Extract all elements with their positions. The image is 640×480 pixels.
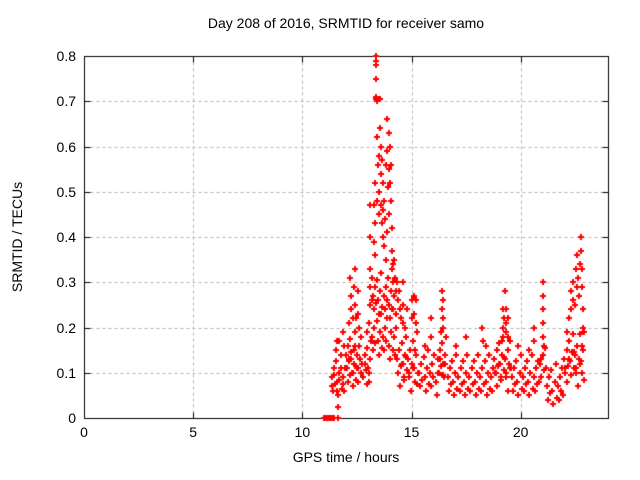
- x-tick-label: 20: [512, 424, 529, 440]
- x-tick-label: 0: [80, 424, 88, 440]
- y-tick-label: 0.1: [56, 364, 76, 381]
- chart-title: Day 208 of 2016, SRMTID for receiver sam…: [207, 15, 485, 31]
- x-axis-label: GPS time / hours: [292, 449, 400, 465]
- y-tick-label: 0.3: [56, 274, 76, 291]
- y-tick-label: 0.2: [56, 319, 76, 336]
- x-tick-label: 5: [189, 424, 198, 440]
- x-tick-label: 15: [403, 424, 420, 440]
- y-tick-label: 0.5: [56, 183, 76, 200]
- y-tick-label: 0: [68, 410, 76, 426]
- y-tick-label: 0.4: [56, 229, 76, 245]
- y-tick-label: 0.6: [56, 138, 76, 155]
- y-axis-label: SRMTID / TECUs: [9, 181, 25, 293]
- y-tick-label: 0.7: [56, 93, 76, 110]
- x-tick-label: 10: [294, 424, 311, 440]
- y-tick-label: 0.8: [56, 48, 76, 64]
